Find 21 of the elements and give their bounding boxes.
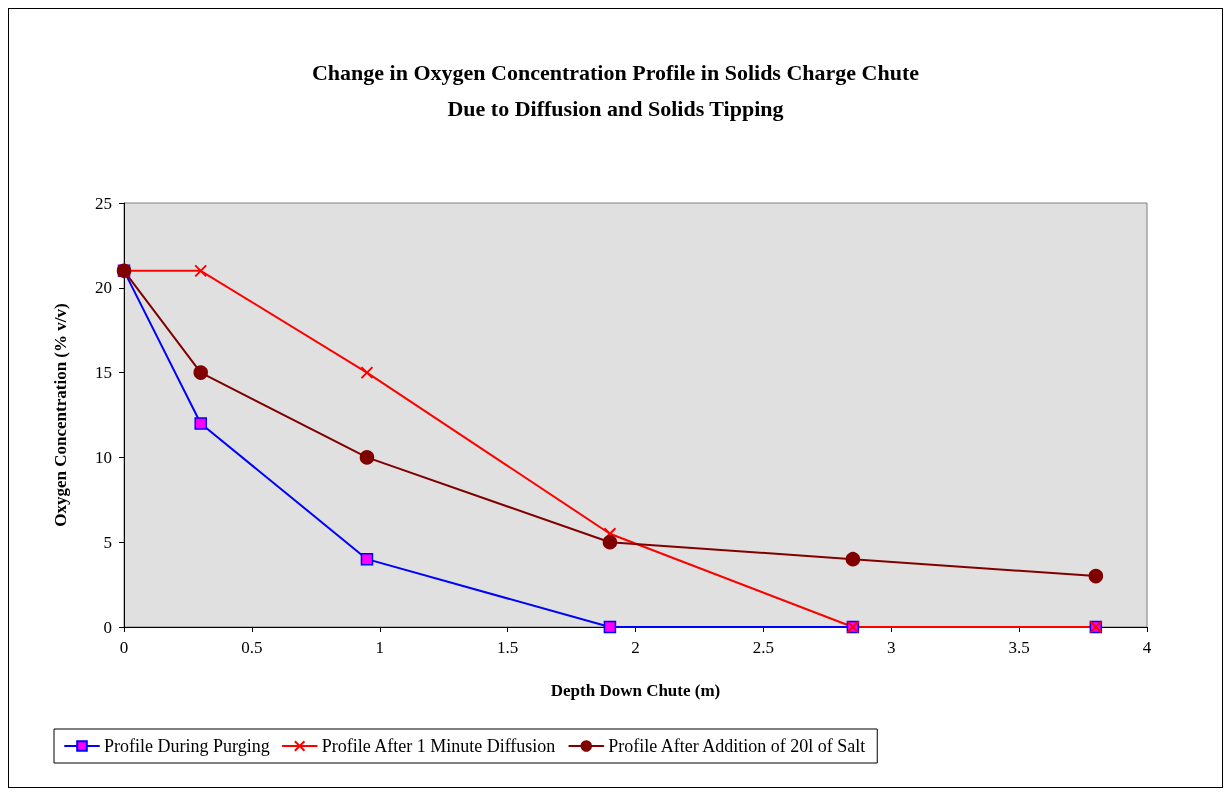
x-tick-label: 3.5 [1008,638,1030,657]
x-tick-label: 2.5 [752,638,774,657]
x-tick-label: 1.5 [497,638,519,657]
x-tick-label: 3 [887,638,896,657]
y-axis-title: Oxygen Concentration (% v/v) [51,303,70,527]
y-tick-label: 5 [103,532,112,552]
x-tick-label: 0.5 [241,638,263,657]
y-tick-label: 0 [103,617,112,637]
y-tick-label: 25 [95,193,112,213]
legend-label: Profile During Purging [104,736,270,756]
x-axis-title: Depth Down Chute (m) [550,681,721,700]
x-tick-label: 0 [119,638,129,657]
x-tick-label: 2 [631,638,640,657]
y-tick-label: 10 [95,447,112,467]
x-tick-label: 4 [1142,638,1152,657]
y-tick-label: 15 [95,363,112,383]
x-tick-label: 1 [375,638,384,657]
chart-title: Change in Oxygen Concentration Profile in Solids Charge Chute Due to Diffusion and Solids Tipping [311,59,920,121]
legend-label: Profile After Addition of 20l of Salt [608,736,866,756]
legend-label: Profile After 1 Minute Diffusion [321,736,556,756]
y-tick-label: 20 [95,278,112,298]
